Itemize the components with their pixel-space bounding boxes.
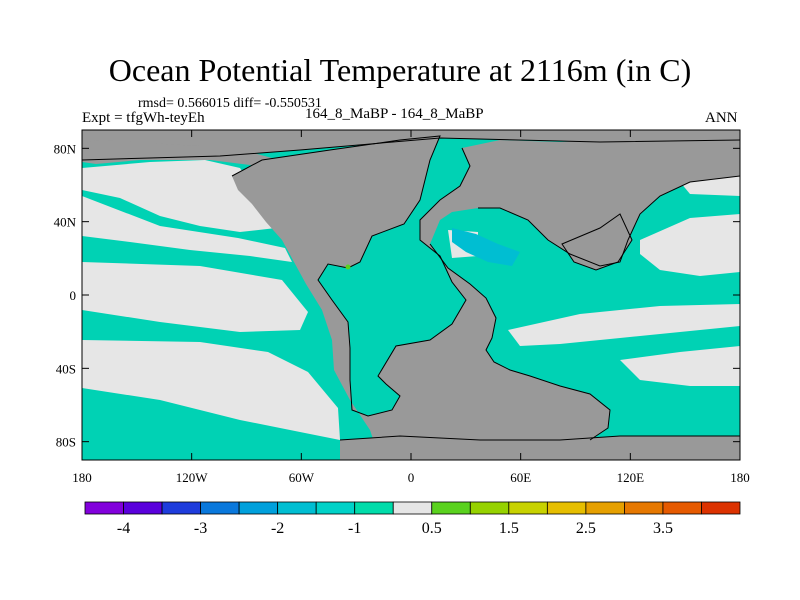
colorbar-swatch [200, 501, 240, 515]
land-antarctic [340, 436, 740, 460]
colorbar-swatch [469, 501, 510, 515]
x-tick-label: 180 [730, 470, 750, 485]
coastline-arctic [82, 137, 740, 161]
y-tick-label: 0 [70, 288, 77, 303]
colorbar-swatch [238, 501, 279, 515]
y-tick-label: 80S [56, 435, 76, 450]
stats-line: rmsd= 0.566015 diff= -0.550531 [138, 96, 322, 111]
region-spac-west [620, 346, 740, 386]
coastline-tethys [478, 175, 740, 267]
x-tick-label: 60E [510, 470, 531, 485]
colorbar-swatch [701, 501, 741, 515]
positive-speck [345, 264, 351, 270]
coastline-antarctic [339, 435, 740, 441]
region-indian-east [508, 304, 740, 346]
x-tick-label: 0 [408, 470, 415, 485]
colorbar-swatch [354, 501, 394, 515]
region-npac-tropics [82, 262, 308, 332]
x-tick-label: 60W [289, 470, 315, 485]
coastline-americas [231, 135, 471, 417]
colorbar-label: -2 [271, 520, 284, 537]
y-tick-label: 40N [54, 215, 77, 230]
colorbar-label: 3.5 [653, 520, 673, 537]
land-ne-margin [562, 214, 632, 270]
colorbar-label: 0.5 [422, 520, 442, 537]
colorbar-swatch [662, 501, 702, 515]
colorbar-label: 2.5 [576, 520, 596, 537]
region-npac-gyre [82, 160, 276, 232]
colorbar-swatch [585, 501, 625, 515]
colorbar-swatch [508, 501, 548, 515]
region-spac-gyre [82, 340, 340, 440]
colorbar-label: -4 [117, 520, 130, 537]
y-tick-label: 40S [56, 361, 76, 376]
season-label: ANN [705, 110, 738, 126]
colorbar-swatch [392, 501, 433, 515]
x-tick-label: 120E [617, 470, 645, 485]
chart-title: Ocean Potential Temperature at 2116m (in… [108, 52, 692, 88]
colorbar-swatch [277, 501, 317, 515]
expt-label: Expt = tfgWh-teyEh [82, 110, 205, 126]
region-tethys-cold [452, 228, 520, 266]
x-tick-label: 180 [72, 470, 92, 485]
colorbar-swatch [84, 501, 124, 515]
y-axis: 80N 40N 0 40S 80S [54, 141, 740, 450]
colorbar-label: 1.5 [499, 520, 519, 537]
y-tick-label: 80N [54, 141, 77, 156]
region-npac-east [82, 196, 292, 262]
case-label: 164_8_MaBP - 164_8_MaBP [305, 106, 484, 122]
coastline-eurasia [429, 243, 611, 441]
colorbar: -4 -3 -2 -1 0.5 1.5 2.5 3.5 [84, 501, 741, 537]
coastline-east [561, 213, 633, 271]
colorbar-swatch [161, 501, 201, 515]
colorbar-swatch [431, 501, 471, 515]
x-axis: 180 120W 60W 0 60E 120E 180 [72, 130, 750, 485]
colorbar-swatch [315, 501, 356, 515]
colorbar-label: -1 [348, 520, 361, 537]
land-arctic-ridge [82, 140, 272, 166]
colorbar-label: -3 [194, 520, 207, 537]
colorbar-swatch [123, 501, 163, 515]
colorbar-swatch [624, 501, 664, 515]
colorbar-swatch [546, 501, 587, 515]
region-npac-west [640, 214, 740, 276]
x-tick-label: 120W [176, 470, 209, 485]
